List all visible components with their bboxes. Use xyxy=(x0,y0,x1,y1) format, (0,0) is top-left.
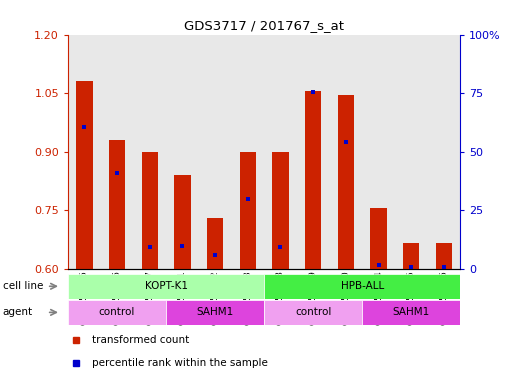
Bar xyxy=(142,152,158,269)
Bar xyxy=(338,95,354,269)
Bar xyxy=(240,152,256,269)
Bar xyxy=(100,35,133,269)
Bar xyxy=(403,243,419,269)
Bar xyxy=(207,218,223,269)
Bar xyxy=(362,300,460,325)
Text: SAHM1: SAHM1 xyxy=(393,307,430,318)
Bar xyxy=(166,35,199,269)
Text: percentile rank within the sample: percentile rank within the sample xyxy=(92,358,267,368)
Bar xyxy=(305,91,321,269)
Text: cell line: cell line xyxy=(3,281,43,291)
Bar xyxy=(305,91,321,269)
Text: control: control xyxy=(99,307,135,318)
Text: HPB-ALL: HPB-ALL xyxy=(340,281,384,291)
Bar xyxy=(264,300,362,325)
Text: KOPT-K1: KOPT-K1 xyxy=(144,281,188,291)
Bar xyxy=(428,35,460,269)
Text: SAHM1: SAHM1 xyxy=(197,307,234,318)
Text: control: control xyxy=(295,307,332,318)
Bar xyxy=(370,208,386,269)
Bar xyxy=(264,274,460,299)
Text: transformed count: transformed count xyxy=(92,335,189,345)
Bar xyxy=(272,152,289,269)
Bar xyxy=(133,35,166,269)
Bar xyxy=(166,300,264,325)
Bar xyxy=(68,274,264,299)
Title: GDS3717 / 201767_s_at: GDS3717 / 201767_s_at xyxy=(184,19,344,32)
Bar xyxy=(272,152,289,269)
Bar xyxy=(199,35,231,269)
Bar xyxy=(231,35,264,269)
Bar xyxy=(436,243,452,269)
Bar xyxy=(109,140,125,269)
Text: agent: agent xyxy=(3,307,33,318)
Bar xyxy=(395,35,428,269)
Bar xyxy=(109,140,125,269)
Bar xyxy=(174,175,190,269)
Bar xyxy=(297,35,329,269)
Bar xyxy=(76,81,93,269)
Bar xyxy=(142,152,158,269)
Bar xyxy=(338,95,354,269)
Bar xyxy=(362,35,395,269)
Bar xyxy=(436,243,452,269)
Bar xyxy=(76,81,93,269)
Bar xyxy=(68,35,100,269)
Bar xyxy=(329,35,362,269)
Bar xyxy=(240,152,256,269)
Bar xyxy=(264,35,297,269)
Bar xyxy=(403,243,419,269)
Bar xyxy=(68,300,166,325)
Bar xyxy=(174,175,190,269)
Bar xyxy=(370,208,386,269)
Bar xyxy=(207,218,223,269)
